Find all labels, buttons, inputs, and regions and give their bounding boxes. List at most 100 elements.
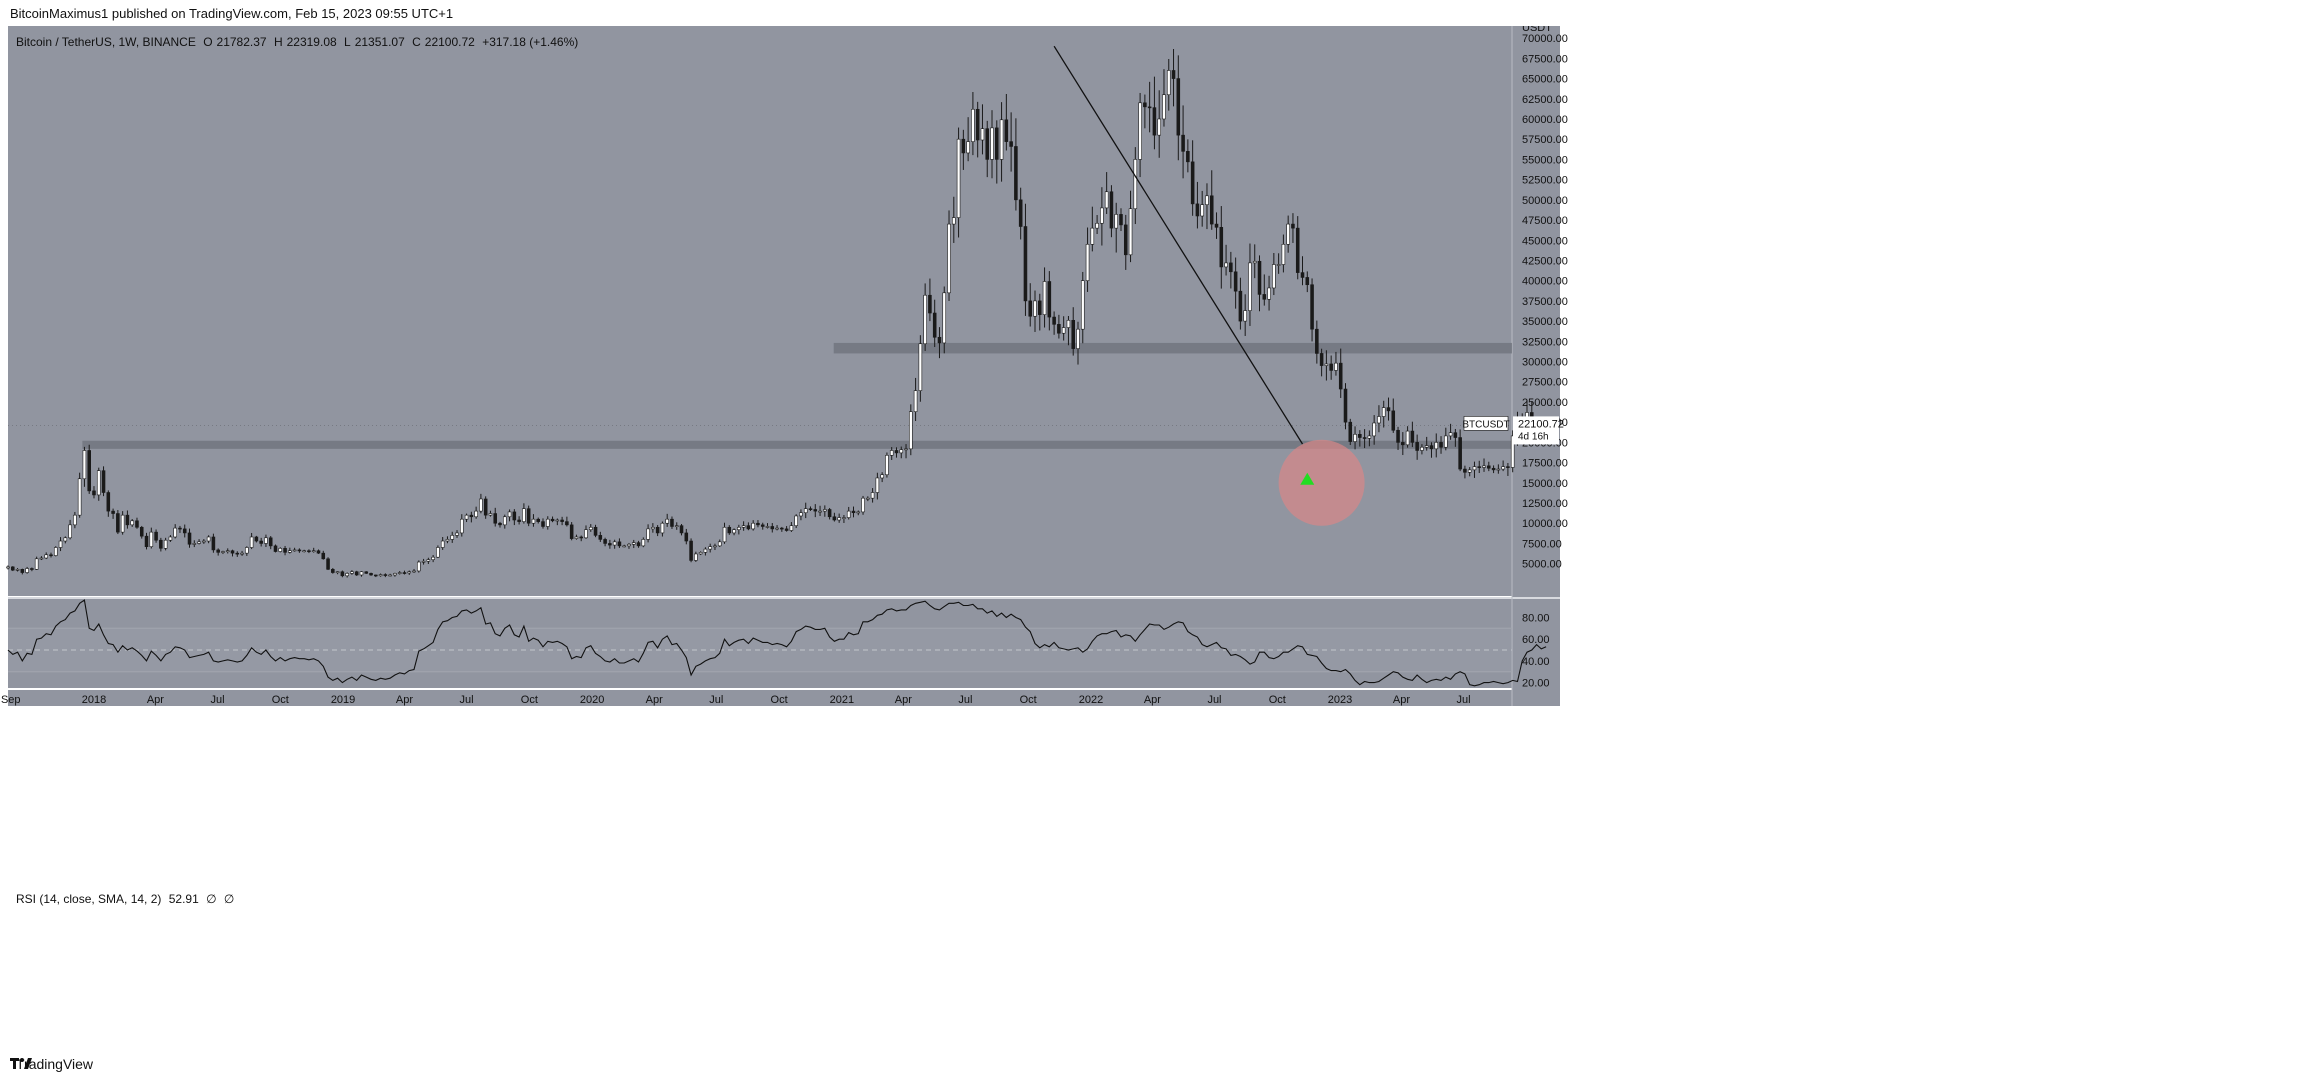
candle-body[interactable] — [1329, 363, 1333, 371]
candle-body[interactable] — [1028, 300, 1033, 317]
candle-body[interactable] — [77, 478, 82, 516]
candle-body[interactable] — [1195, 203, 1200, 217]
candle-body[interactable] — [1076, 328, 1080, 349]
candle-body[interactable] — [1391, 410, 1396, 431]
candle-body[interactable] — [369, 573, 373, 576]
candle-body[interactable] — [1248, 262, 1252, 311]
candle-body[interactable] — [49, 554, 53, 557]
candle-body[interactable] — [1162, 94, 1166, 120]
candle-body[interactable] — [364, 571, 369, 574]
candle-body[interactable] — [460, 518, 464, 534]
candle-body[interactable] — [464, 514, 469, 520]
candle-body[interactable] — [254, 536, 259, 542]
candle-body[interactable] — [799, 512, 803, 517]
candle-body[interactable] — [856, 511, 861, 514]
candle-body[interactable] — [1295, 227, 1300, 273]
candle-body[interactable] — [1324, 363, 1329, 366]
candle-body[interactable] — [178, 527, 182, 530]
candle-body[interactable] — [1109, 191, 1114, 229]
candle-body[interactable] — [1420, 446, 1424, 451]
candle-body[interactable] — [1257, 260, 1262, 295]
candle-body[interactable] — [569, 524, 574, 539]
candle-body[interactable] — [522, 508, 526, 522]
candle-body[interactable] — [1152, 107, 1157, 136]
candle-body[interactable] — [1291, 223, 1295, 229]
candle-body[interactable] — [1066, 319, 1071, 328]
descending-trendline[interactable] — [1053, 45, 1304, 445]
rsi-line[interactable] — [7, 599, 1547, 687]
candle-body[interactable] — [1429, 445, 1434, 450]
candle-body[interactable] — [116, 513, 120, 533]
candle-body[interactable] — [383, 574, 388, 576]
candle-body[interactable] — [149, 531, 154, 547]
candle-body[interactable] — [1018, 199, 1023, 227]
candle-body[interactable] — [627, 543, 631, 547]
candle-body[interactable] — [842, 517, 846, 519]
candle-body[interactable] — [722, 526, 727, 543]
candle-body[interactable] — [168, 536, 173, 541]
candle-body[interactable] — [1128, 208, 1133, 256]
candle-body[interactable] — [53, 547, 58, 556]
candle-body[interactable] — [560, 519, 564, 522]
candle-body[interactable] — [1205, 195, 1209, 205]
candle-body[interactable] — [545, 518, 550, 527]
candle-body[interactable] — [350, 571, 354, 574]
candle-body[interactable] — [789, 525, 794, 531]
candle-body[interactable] — [474, 510, 478, 518]
candle-body[interactable] — [321, 552, 326, 560]
candle-body[interactable] — [679, 525, 684, 534]
candle-body[interactable] — [631, 542, 636, 545]
candle-body[interactable] — [197, 541, 201, 544]
candle-body[interactable] — [445, 539, 450, 542]
candle-body[interactable] — [1133, 159, 1138, 210]
candle-body[interactable] — [741, 525, 746, 528]
candle-body[interactable] — [163, 539, 168, 549]
candle-body[interactable] — [1396, 429, 1400, 443]
candle-body[interactable] — [756, 522, 760, 526]
candle-body[interactable] — [1014, 146, 1018, 201]
candle-body[interactable] — [1372, 422, 1376, 437]
candle-body[interactable] — [235, 552, 240, 555]
candle-body[interactable] — [20, 569, 25, 573]
candle-body[interactable] — [297, 549, 302, 552]
candle-body[interactable] — [1004, 119, 1009, 142]
candle-body[interactable] — [703, 548, 708, 553]
candle-body[interactable] — [316, 550, 321, 554]
price-chart[interactable]: USDT 5000.00 7500.00 10000.00 12500.00 15000.… — [0, 26, 2314, 1044]
candle-body[interactable] — [1439, 442, 1443, 448]
candle-body[interactable] — [598, 535, 603, 540]
candle-body[interactable] — [1238, 290, 1243, 322]
candle-body[interactable] — [698, 552, 703, 555]
candle-body[interactable] — [1319, 353, 1324, 366]
candle-body[interactable] — [1104, 191, 1109, 209]
candle-body[interactable] — [1348, 421, 1353, 442]
candle-body[interactable] — [479, 498, 483, 512]
candle-body[interactable] — [230, 550, 235, 554]
candle-body[interactable] — [1171, 70, 1176, 79]
candle-body[interactable] — [746, 525, 751, 530]
candle-body[interactable] — [1061, 327, 1066, 334]
candle-body[interactable] — [483, 498, 488, 516]
candle-body[interactable] — [593, 526, 598, 536]
candle-body[interactable] — [1453, 432, 1458, 438]
candle-body[interactable] — [732, 529, 736, 534]
candle-body[interactable] — [393, 573, 397, 576]
candle-body[interactable] — [1052, 316, 1056, 325]
candle-body[interactable] — [1262, 294, 1267, 300]
candle-body[interactable] — [813, 509, 818, 512]
candle-body[interactable] — [173, 527, 177, 538]
candle-body[interactable] — [192, 543, 197, 545]
candle-body[interactable] — [536, 518, 541, 522]
candle-body[interactable] — [574, 536, 579, 539]
candle-body[interactable] — [68, 524, 72, 539]
candle-body[interactable] — [684, 532, 689, 542]
candle-body[interactable] — [608, 543, 612, 546]
candle-body[interactable] — [1190, 161, 1195, 205]
candle-body[interactable] — [526, 508, 531, 524]
candle-body[interactable] — [923, 294, 927, 345]
candle-body[interactable] — [713, 545, 717, 548]
candle-body[interactable] — [655, 526, 660, 534]
candle-body[interactable] — [966, 141, 970, 154]
candle-body[interactable] — [803, 508, 808, 514]
candle-body[interactable] — [1300, 272, 1305, 278]
